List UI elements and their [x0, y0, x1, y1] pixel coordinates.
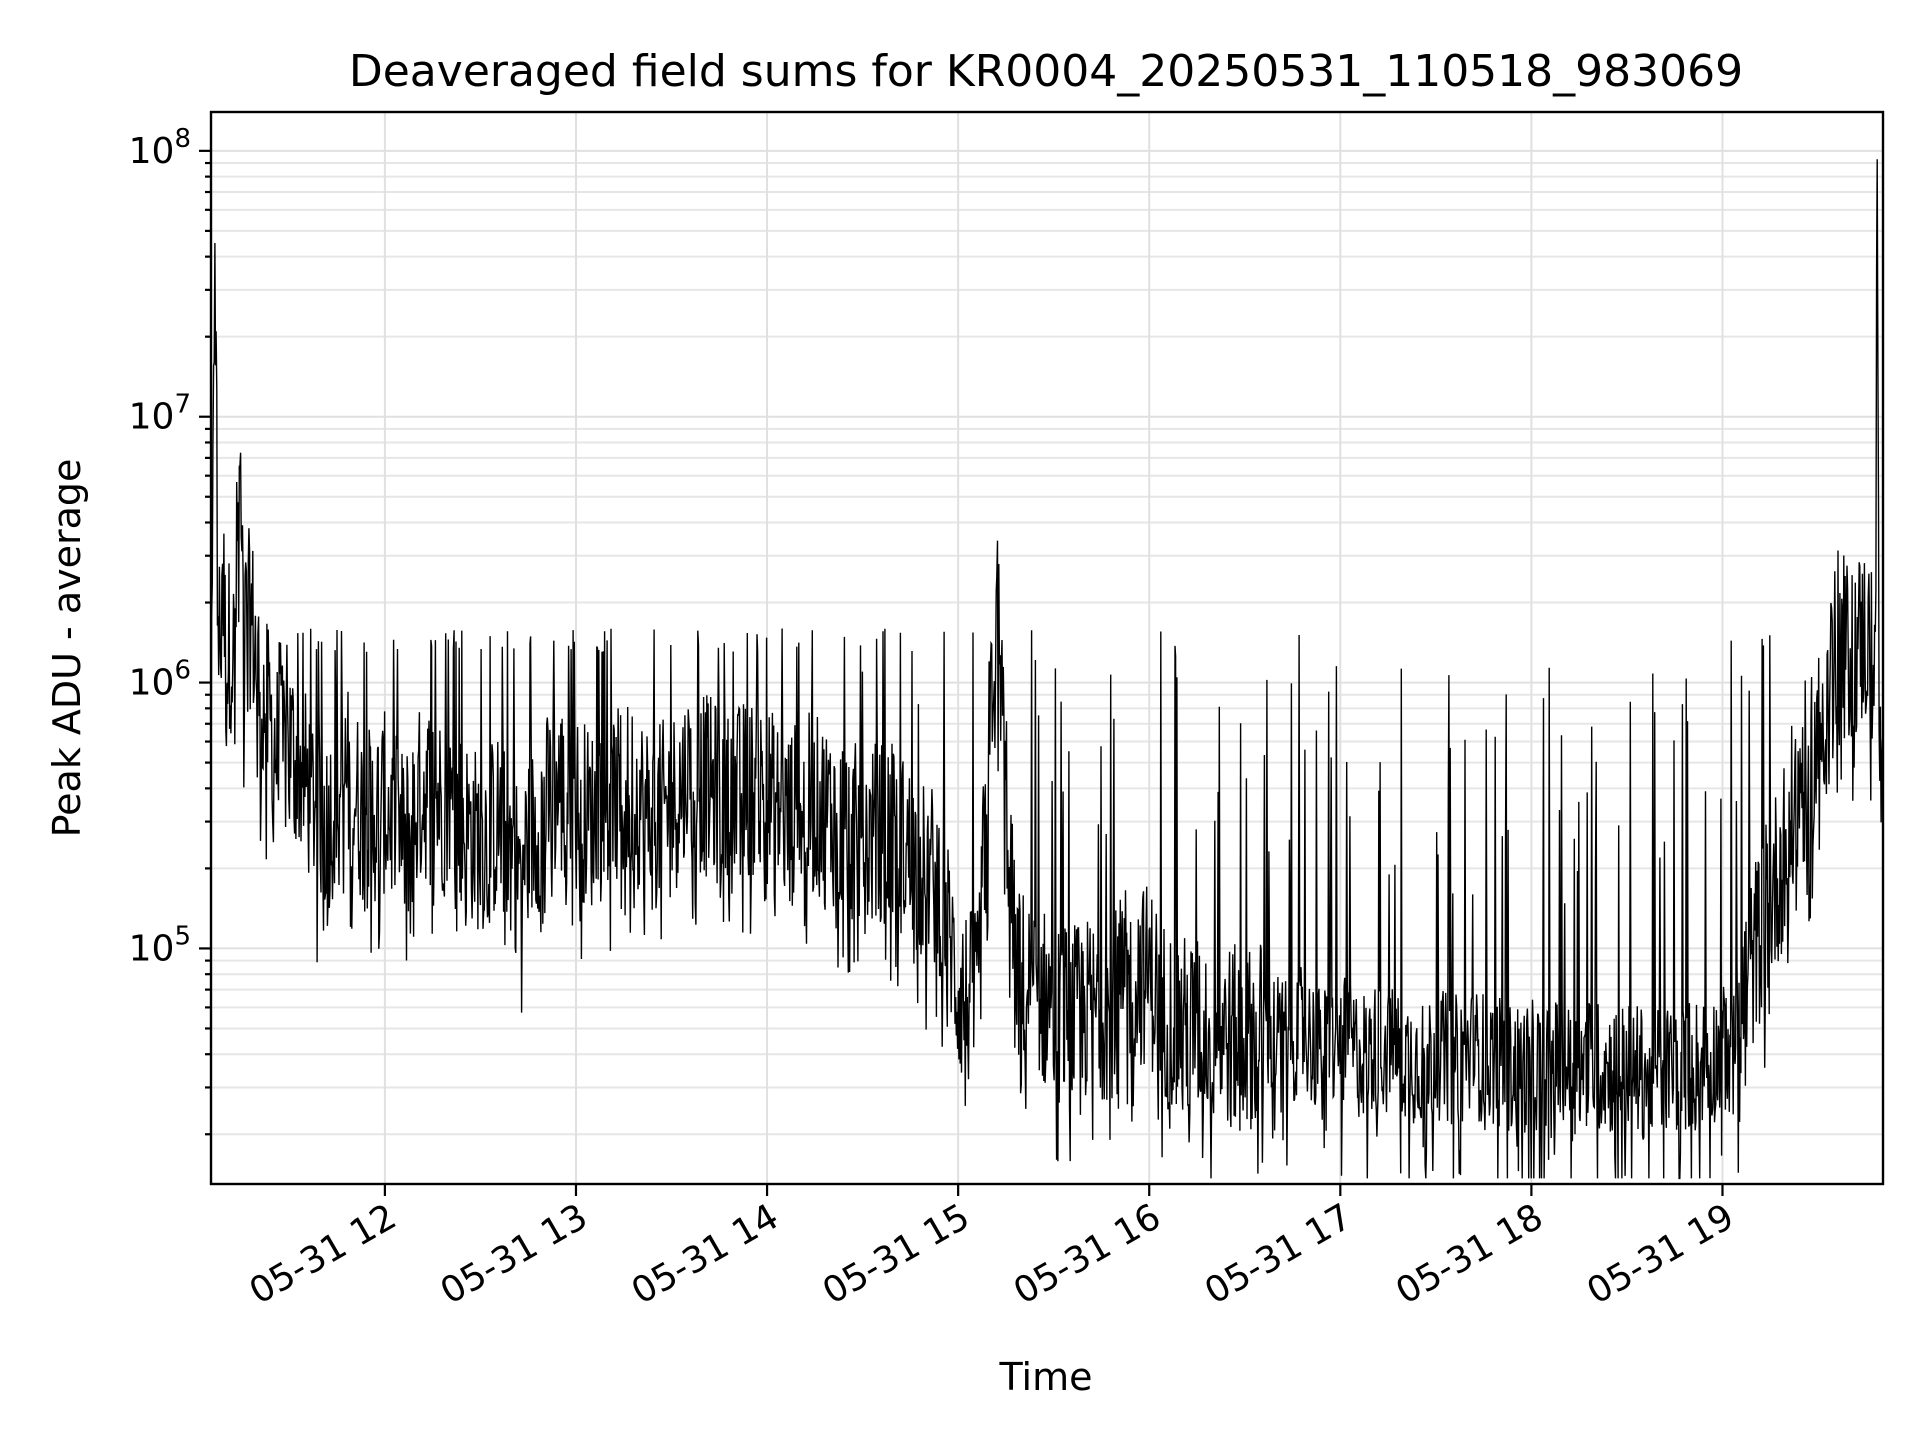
y-axis: 105 106 107 108	[129, 124, 211, 1136]
x-tick-label: 05-31 19	[1580, 1196, 1741, 1312]
x-tick-label: 05-31 18	[1389, 1196, 1550, 1312]
x-axis-label: Time	[999, 1355, 1093, 1399]
chart-title: Deaveraged field sums for KR0004_2025053…	[349, 46, 1743, 97]
x-axis: 05-31 12 05-31 13 05-31 14 05-31 15 05-31 16…	[243, 1184, 1741, 1313]
series-line	[210, 159, 1884, 1180]
x-tick-label: 05-31 16	[1007, 1196, 1168, 1312]
x-tick-label: 05-31 17	[1198, 1196, 1359, 1312]
x-tick-label: 05-31 13	[434, 1196, 595, 1312]
y-tick-label: 107	[129, 390, 191, 438]
plot-area	[210, 159, 1884, 1180]
y-tick-label: 108	[129, 124, 191, 172]
x-tick-label: 05-31 12	[243, 1196, 404, 1312]
axes-frame	[209, 110, 1885, 1186]
y-axis-label: Peak ADU - average	[45, 459, 89, 838]
x-tick-label: 05-31 15	[816, 1196, 977, 1312]
x-tick-label: 05-31 14	[625, 1196, 786, 1312]
y-tick-label: 106	[129, 656, 191, 704]
y-tick-label: 105	[129, 921, 191, 969]
